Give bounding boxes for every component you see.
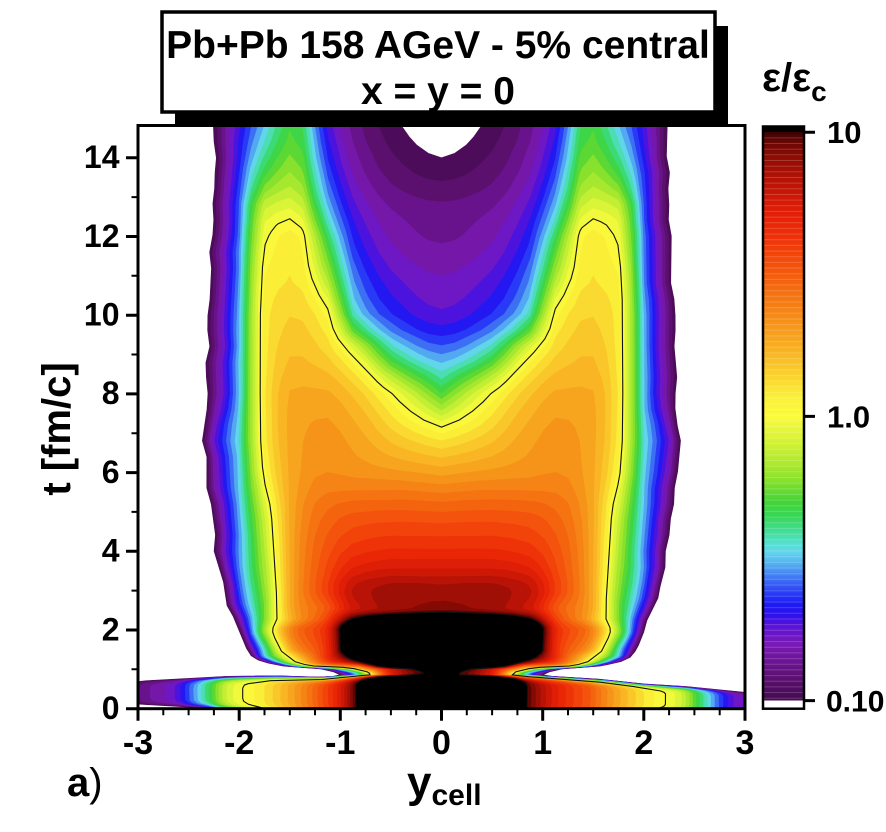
svg-text:-3: -3: [123, 724, 153, 762]
svg-text:0: 0: [432, 724, 451, 762]
svg-text:t [fm/c]: t [fm/c]: [35, 362, 79, 495]
svg-text:2: 2: [102, 611, 120, 647]
svg-text:4: 4: [102, 533, 120, 569]
svg-text:10: 10: [84, 297, 120, 333]
svg-text:6: 6: [102, 454, 120, 490]
svg-text:-2: -2: [224, 724, 254, 762]
svg-text:14: 14: [84, 139, 120, 175]
svg-text:-1: -1: [325, 724, 355, 762]
svg-text:8: 8: [102, 375, 120, 411]
svg-text:0: 0: [102, 690, 120, 726]
svg-text:a): a): [67, 761, 103, 805]
svg-text:Pb+Pb 158 AGeV - 5% central: Pb+Pb 158 AGeV - 5% central: [166, 24, 710, 67]
svg-text:1: 1: [533, 724, 552, 762]
svg-text:1.0: 1.0: [827, 399, 870, 434]
svg-text:12: 12: [84, 218, 120, 254]
svg-text:10: 10: [827, 115, 861, 150]
svg-text:2: 2: [634, 724, 653, 762]
svg-text:3: 3: [736, 724, 755, 762]
svg-text:x = y = 0: x = y = 0: [361, 70, 515, 113]
svg-text:0.10: 0.10: [826, 686, 884, 719]
